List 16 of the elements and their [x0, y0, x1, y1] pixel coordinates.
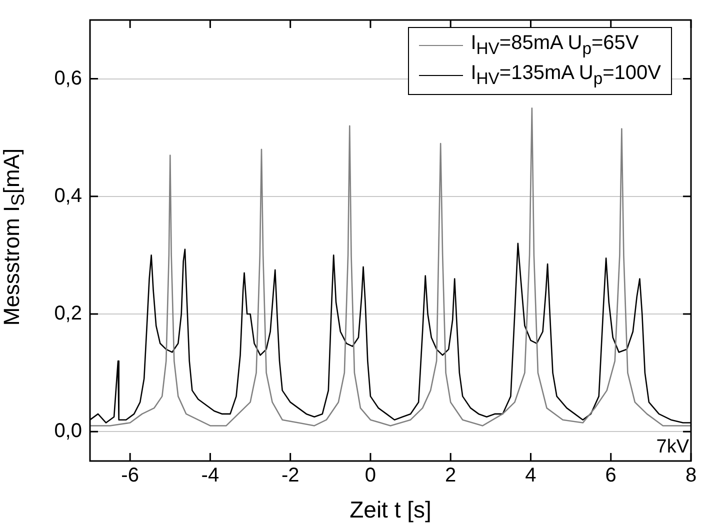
- x-tick-label: 2: [445, 464, 456, 487]
- x-tick-label: 0: [364, 464, 376, 487]
- legend-label: I$_{HV}$=135mA U$_{p}$=100V: [470, 62, 661, 88]
- x-tick-label: -6: [121, 464, 139, 487]
- y-tick-label: 0,6: [54, 67, 82, 90]
- y-tick-label: 0,0: [54, 420, 82, 442]
- x-tick-label: 8: [685, 464, 697, 487]
- x-tick-label: -4: [201, 464, 220, 487]
- legend-label: I$_{HV}$=85mA U$_{p}$=65V: [470, 32, 639, 58]
- y-tick-label: 0,4: [54, 184, 82, 207]
- x-axis-title: Zeit t [s]: [350, 496, 432, 523]
- y-tick-label: 0,2: [54, 302, 82, 325]
- x-tick-label: 6: [605, 464, 616, 487]
- x-tick-label: 4: [525, 464, 536, 487]
- annotation: 7kV: [656, 436, 690, 458]
- x-tick-label: -2: [281, 464, 300, 487]
